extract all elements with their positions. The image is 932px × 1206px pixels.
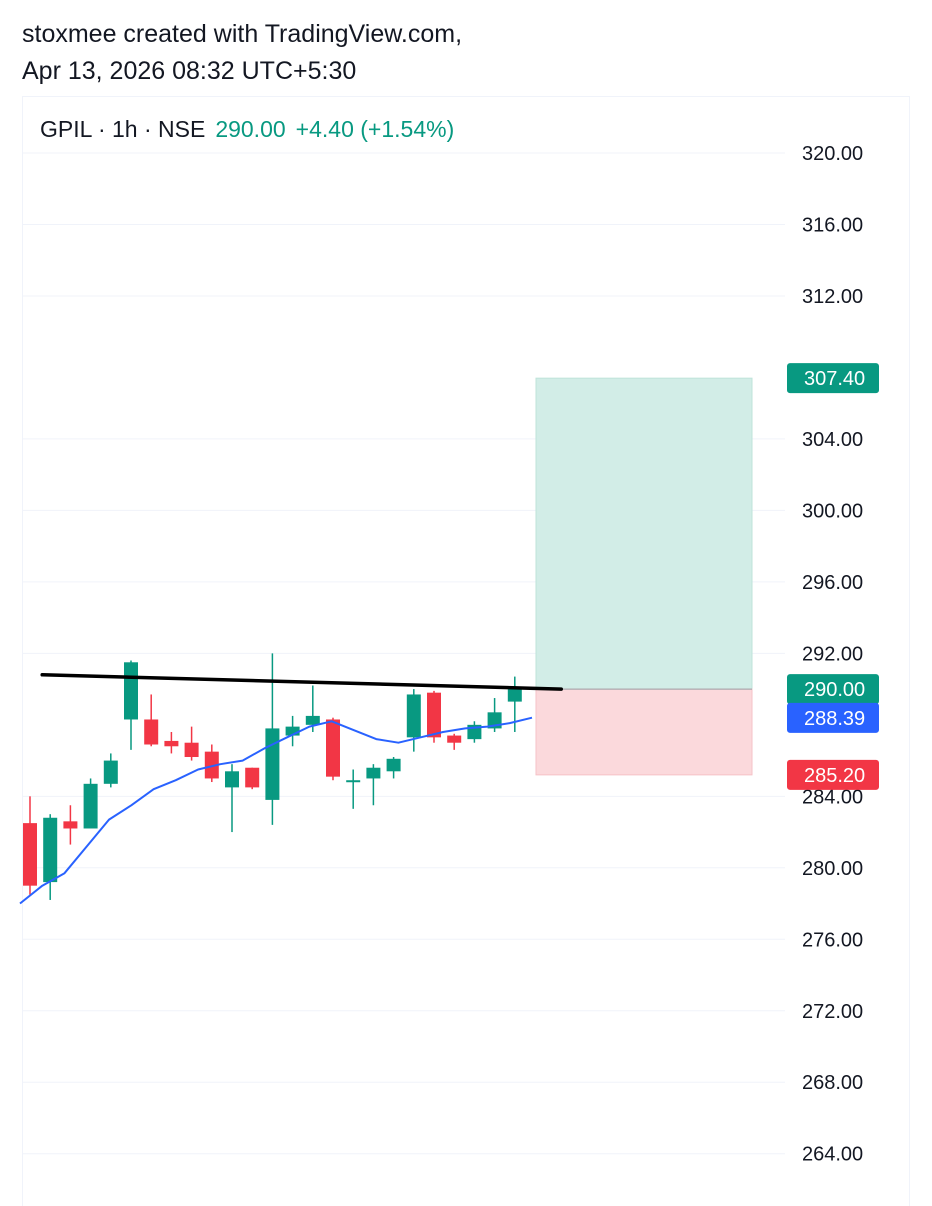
price-badge-label: 307.40 [804, 368, 865, 390]
y-tick-label: 284.00 [802, 786, 863, 808]
candle-body [63, 821, 78, 829]
y-tick-label: 264.00 [802, 1144, 863, 1166]
y-tick-label: 316.00 [802, 214, 863, 236]
y-tick-label: 312.00 [802, 286, 863, 308]
y-tick-label: 276.00 [802, 929, 863, 951]
candle-body [386, 758, 401, 772]
target-zone [535, 377, 753, 690]
price-badge-last [787, 674, 879, 705]
candle-body [326, 719, 340, 777]
candle-body [23, 823, 37, 886]
timestamp-line: Apr 13, 2026 08:32 UTC+5:30 [22, 57, 357, 85]
candles-group [23, 653, 522, 900]
stop-zone [535, 688, 753, 776]
price-badge-stop [787, 759, 879, 790]
y-tick-label: 296.00 [802, 572, 863, 594]
last-price-label: 290.00 [215, 116, 286, 142]
candle-body [144, 719, 159, 745]
candle-body [447, 735, 462, 743]
price-badge-label: 290.00 [804, 679, 865, 701]
price-badge-target [787, 363, 879, 394]
candle-body [164, 740, 179, 747]
candle-body [265, 728, 280, 800]
chart-legend: GPIL · 1h · NSE 290.00 +4.40 (+1.54%) [40, 114, 454, 144]
candle-body [305, 715, 320, 725]
chart-header: stoxmee created with TradingView.com, Ap… [22, 16, 462, 90]
moving-average-line [19, 716, 533, 905]
y-tick-label: 292.00 [802, 643, 863, 665]
chart-frame [22, 96, 910, 1206]
candle-body [204, 751, 219, 779]
candle-body [427, 692, 441, 738]
price-badge-label: 288.39 [804, 708, 865, 730]
y-tick-label: 300.00 [802, 500, 863, 522]
candle-body [507, 689, 522, 702]
candle-body [83, 783, 98, 829]
candle-body [103, 760, 118, 784]
price-badge-ma [787, 702, 879, 733]
candle-body [184, 742, 199, 758]
resistance-trendline [40, 673, 564, 691]
y-tick-label: 272.00 [802, 1001, 863, 1023]
candle-body [124, 662, 138, 720]
candle-body [366, 767, 381, 779]
author-line: stoxmee created with TradingView.com, [22, 20, 463, 48]
candle-body [43, 817, 58, 883]
symbol-label: GPIL · 1h · NSE [40, 116, 206, 142]
y-tick-label: 268.00 [802, 1072, 863, 1094]
price-change-label: +4.40 (+1.54%) [295, 116, 455, 142]
y-tick-label: 280.00 [802, 858, 863, 880]
candle-body [406, 694, 421, 738]
price-badge-label: 285.20 [804, 765, 865, 787]
candle-body [245, 767, 260, 788]
y-tick-label: 304.00 [802, 429, 863, 451]
candle-body [285, 726, 300, 736]
candle-body [225, 771, 239, 788]
candle-body [346, 780, 361, 783]
y-tick-label: 320.00 [802, 143, 863, 165]
